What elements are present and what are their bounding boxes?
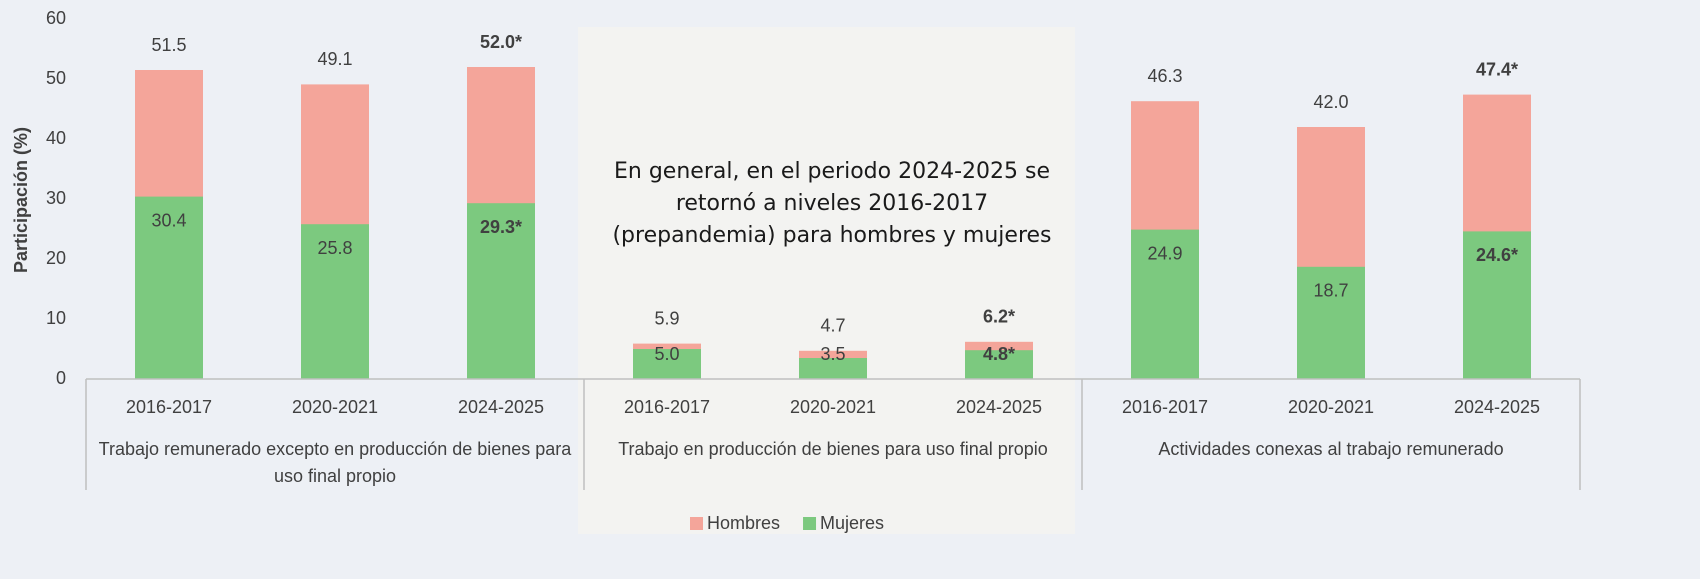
x-tick-label: 2024-2025 (458, 397, 544, 417)
bar (633, 349, 701, 379)
y-tick-label: 20 (46, 248, 66, 268)
bar (1297, 266, 1365, 379)
annotation: En general, en el periodo 2024-2025 se r… (612, 159, 1052, 248)
y-tick-label: 40 (46, 128, 66, 148)
x-tick-label: 2020-2021 (790, 397, 876, 417)
bar (301, 224, 369, 379)
y-tick-label: 0 (56, 368, 66, 388)
value-label: 5.9 (654, 308, 679, 328)
x-tick-label: 2024-2025 (956, 397, 1042, 417)
bar (1131, 229, 1199, 379)
y-axis-label: Participación (%) (11, 127, 31, 273)
value-label: 46.3 (1147, 66, 1182, 86)
x-tick-label: 2020-2021 (1288, 397, 1374, 417)
value-label: 4.7 (820, 316, 845, 336)
bar (799, 358, 867, 379)
y-tick-label: 60 (46, 8, 66, 28)
x-tick-label: 2024-2025 (1454, 397, 1540, 417)
value-label: 51.5 (151, 35, 186, 55)
x-tick-label: 2016-2017 (624, 397, 710, 417)
value-label: 24.6* (1476, 245, 1518, 265)
value-label: 52.0* (480, 32, 522, 52)
value-label: 49.1 (317, 49, 352, 69)
value-label: 47.4* (1476, 59, 1518, 79)
y-tick-label: 10 (46, 308, 66, 328)
legend-swatch (803, 517, 817, 530)
bar (135, 196, 203, 379)
bar (1463, 231, 1531, 379)
legend-swatch (690, 517, 703, 530)
highlight-panel (578, 27, 1075, 534)
value-label: 25.8 (317, 238, 352, 258)
y-tick-label: 50 (46, 68, 66, 88)
legend-label: Hombres (707, 513, 780, 533)
value-label: 5.0 (654, 344, 679, 364)
value-label: 3.5 (820, 344, 845, 364)
group-label: Actividades conexas al trabajo remunerad… (1158, 439, 1504, 459)
value-label: 4.8* (983, 344, 1015, 364)
x-tick-label: 2016-2017 (126, 397, 212, 417)
value-label: 6.2* (983, 307, 1015, 327)
value-label: 18.7 (1313, 281, 1348, 301)
value-label: 29.3* (480, 217, 522, 237)
bar (467, 203, 535, 379)
value-label: 30.4 (151, 210, 186, 230)
legend-label: Mujeres (820, 513, 884, 533)
bar (965, 350, 1033, 379)
x-tick-label: 2020-2021 (292, 397, 378, 417)
x-tick-label: 2016-2017 (1122, 397, 1208, 417)
value-label: 42.0 (1313, 92, 1348, 112)
value-label: 24.9 (1147, 243, 1182, 263)
group-label: Trabajo remunerado excepto en producción… (98, 439, 572, 486)
group-label: Trabajo en producción de bienes para uso… (618, 439, 1048, 459)
y-tick-label: 30 (46, 188, 66, 208)
